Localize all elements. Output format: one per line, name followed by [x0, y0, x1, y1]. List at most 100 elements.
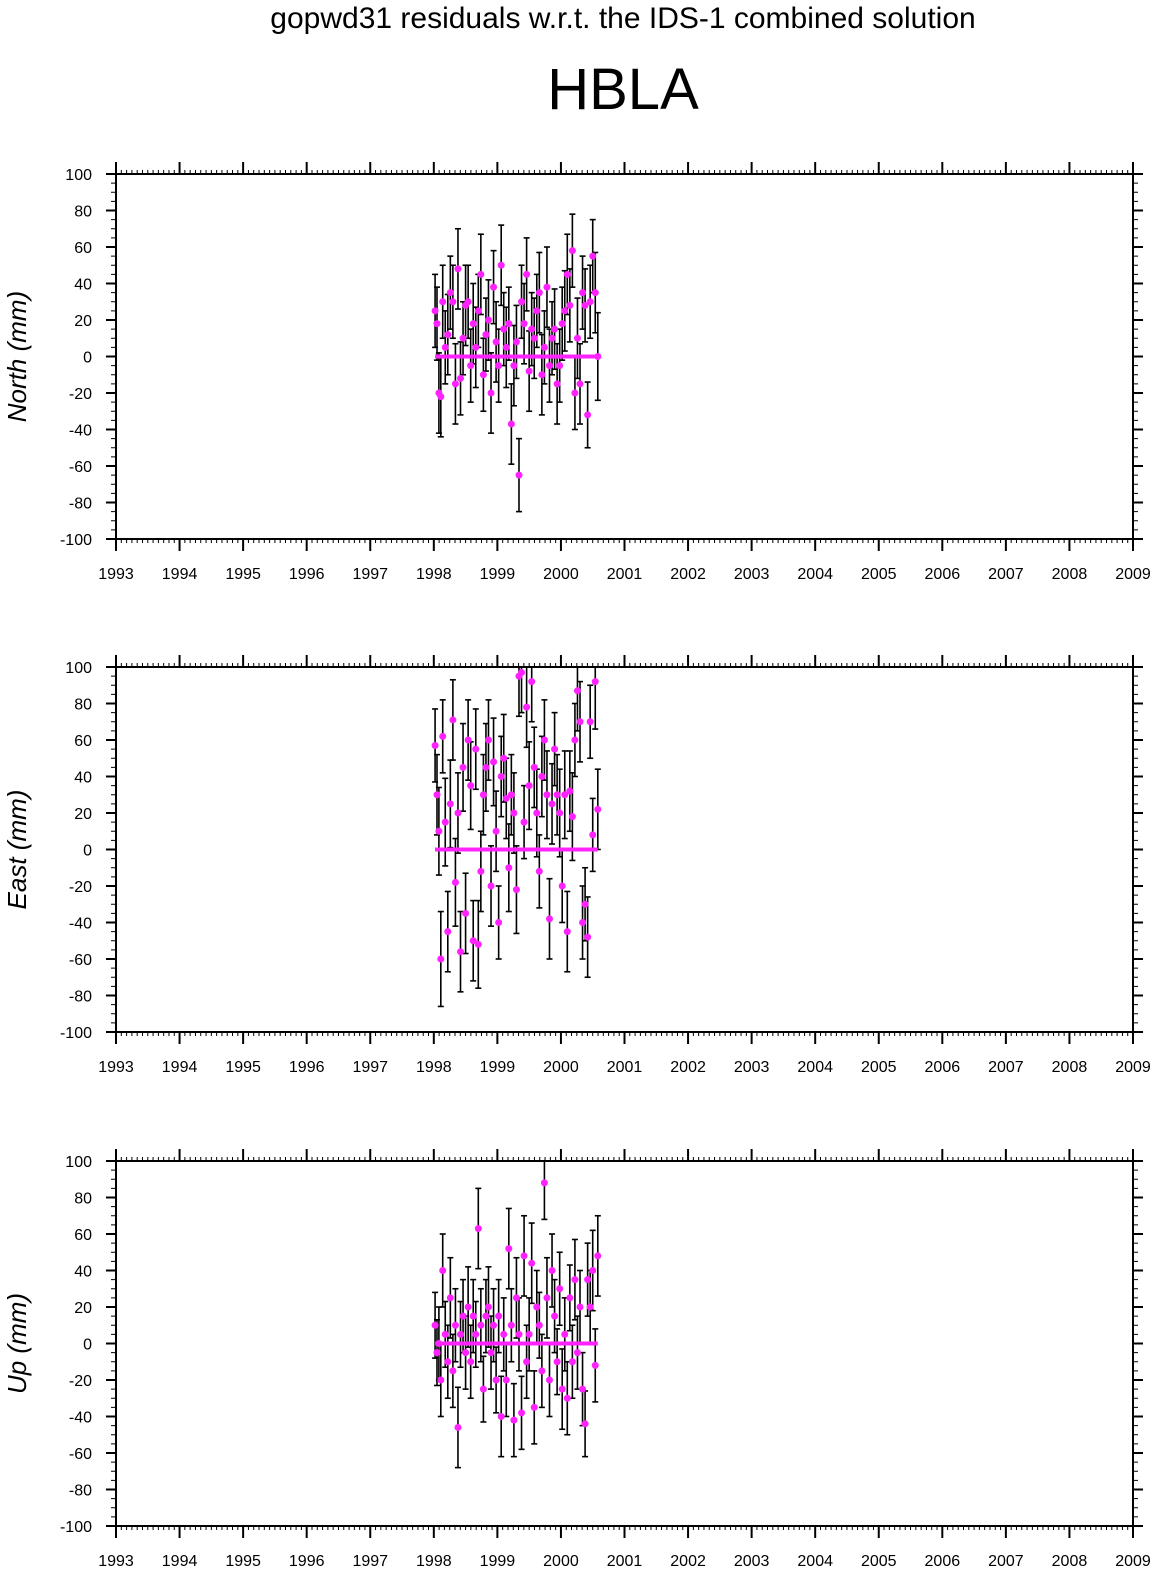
data-point — [454, 809, 462, 817]
data-point — [487, 882, 495, 890]
x-tick-label: 2003 — [734, 1553, 770, 1570]
data-point — [495, 362, 503, 370]
data-point — [581, 1420, 589, 1428]
data-point — [543, 791, 551, 799]
y-tick-label: -100 — [60, 1025, 92, 1042]
data-point — [530, 763, 538, 771]
y-tick-label: -20 — [69, 879, 92, 896]
data-point — [487, 1349, 495, 1357]
data-point — [545, 362, 553, 370]
data-point — [459, 334, 467, 342]
data-point — [553, 1358, 561, 1366]
data-point — [477, 270, 485, 278]
y-tick-label: 20 — [74, 313, 92, 330]
data-point — [446, 1294, 454, 1302]
data-point — [459, 763, 467, 771]
y-tick-label: 100 — [65, 660, 92, 677]
y-tick-label: -100 — [60, 1519, 92, 1536]
data-point — [525, 367, 533, 375]
data-point — [576, 718, 584, 726]
x-tick-label: 2008 — [1052, 566, 1088, 583]
x-tick-label: 2004 — [797, 1059, 833, 1076]
data-point — [518, 1409, 526, 1417]
data-point — [467, 782, 475, 790]
y-axis-label: East (mm) — [2, 790, 32, 910]
y-tick-label: 20 — [74, 1300, 92, 1317]
data-point — [568, 247, 576, 255]
data-point — [439, 732, 447, 740]
data-point — [457, 1330, 465, 1338]
data-point — [441, 343, 449, 351]
data-point — [566, 301, 574, 309]
x-tick-label: 2009 — [1115, 1059, 1151, 1076]
x-tick-label: 1993 — [98, 566, 134, 583]
data-point — [545, 915, 553, 923]
data-point — [518, 298, 526, 306]
data-point — [568, 813, 576, 821]
y-tick-label: -80 — [69, 1483, 92, 1500]
data-point — [449, 716, 457, 724]
data-point — [523, 270, 531, 278]
data-point — [431, 307, 439, 315]
data-point — [540, 736, 548, 744]
data-point — [584, 1276, 592, 1284]
data-point — [548, 334, 556, 342]
data-point — [451, 878, 459, 886]
data-point — [548, 1267, 556, 1274]
data-point — [571, 389, 579, 397]
x-tick-label: 2007 — [988, 1059, 1024, 1076]
x-tick-label: 2007 — [988, 1553, 1024, 1570]
data-point — [548, 800, 556, 808]
x-tick-label: 1999 — [480, 1059, 516, 1076]
data-point — [533, 809, 541, 817]
data-point — [449, 298, 457, 306]
data-point — [472, 745, 480, 753]
data-point — [558, 1385, 566, 1393]
data-point — [525, 1330, 533, 1338]
data-point — [556, 809, 564, 817]
data-point — [444, 928, 452, 936]
y-tick-label: -20 — [69, 1373, 92, 1390]
x-tick-label: 2006 — [925, 1553, 961, 1570]
data-point — [495, 1312, 503, 1320]
data-point — [553, 380, 561, 388]
x-tick-label: 2002 — [670, 1059, 706, 1076]
data-point — [451, 1321, 459, 1329]
y-tick-label: -40 — [69, 916, 92, 933]
data-point — [462, 1349, 470, 1357]
data-point — [573, 334, 581, 342]
data-point — [558, 320, 566, 328]
x-tick-label: 1997 — [352, 1553, 388, 1570]
data-point — [472, 1330, 480, 1338]
x-tick-label: 2001 — [607, 1553, 643, 1570]
data-point — [573, 1349, 581, 1357]
data-point — [431, 1321, 439, 1329]
data-point — [444, 331, 452, 339]
data-point — [505, 864, 513, 872]
y-tick-label: -60 — [69, 459, 92, 476]
x-tick-label: 1995 — [225, 566, 261, 583]
x-tick-label: 1999 — [480, 1553, 516, 1570]
data-point — [563, 1394, 571, 1402]
data-point — [573, 687, 581, 695]
data-point — [589, 252, 597, 260]
data-point — [563, 928, 571, 936]
data-point — [576, 380, 584, 388]
x-tick-label: 1993 — [98, 1059, 134, 1076]
data-point — [507, 791, 515, 799]
data-point — [594, 1252, 602, 1260]
x-tick-label: 2000 — [543, 1059, 579, 1076]
plot-frame — [115, 1160, 1134, 1527]
data-point — [477, 867, 485, 875]
y-tick-label: -40 — [69, 1410, 92, 1427]
data-point — [512, 338, 520, 346]
data-point — [571, 736, 579, 744]
data-point — [490, 758, 498, 766]
data-point — [561, 1330, 569, 1338]
data-point — [538, 1367, 546, 1375]
data-point — [502, 343, 510, 351]
x-tick-label: 1994 — [162, 1553, 198, 1570]
data-point — [479, 371, 487, 379]
x-tick-label: 2005 — [861, 1059, 897, 1076]
x-tick-label: 2001 — [607, 566, 643, 583]
